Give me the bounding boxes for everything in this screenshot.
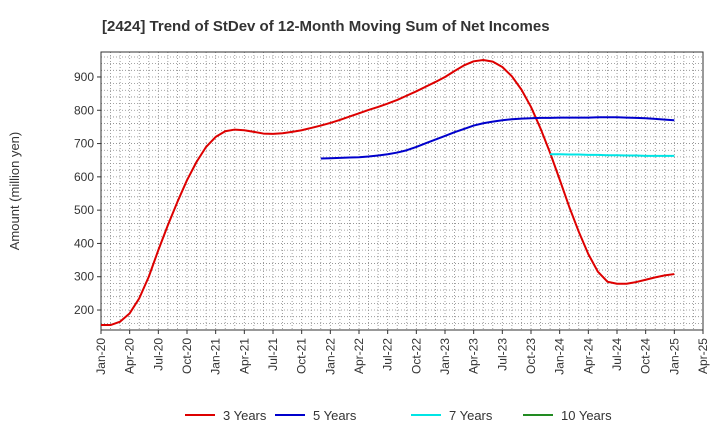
x-tick-label: Oct-20: [180, 338, 194, 374]
legend-label-7-years: 7 Years: [449, 408, 493, 423]
x-tick-label: Jul-21: [266, 338, 280, 371]
x-tick-label: Oct-24: [639, 338, 653, 374]
plot-frame: [100, 51, 704, 331]
y-tick-label: 700: [74, 137, 94, 151]
chart-title: [2424] Trend of StDev of 12-Month Moving…: [102, 18, 550, 35]
legend-label-5-years: 5 Years: [313, 408, 357, 423]
x-tick-label: Jul-22: [381, 338, 395, 371]
series-line-3-years: [101, 58, 675, 327]
y-tick-label: 800: [74, 103, 94, 117]
x-tick-label: Jan-25: [667, 338, 681, 375]
x-tick-label: Jan-22: [323, 338, 337, 375]
series-line-5-years: [320, 116, 675, 160]
x-tick-label: Apr-22: [352, 338, 366, 374]
y-tick-label: 600: [74, 170, 94, 184]
x-tick-label: Jan-21: [209, 338, 223, 375]
x-tick-label: Jul-23: [495, 338, 509, 371]
legend-label-3-years: 3 Years: [223, 408, 267, 423]
x-tick-label: Oct-21: [295, 338, 309, 374]
x-tick-label: Jul-24: [610, 338, 624, 371]
y-tick-label: 400: [74, 236, 94, 250]
x-tick-label: Oct-23: [524, 338, 538, 374]
plot-area: 200 300 400 500 600 700 800 900 Jan-20 Apr-20 Jul-…: [74, 51, 710, 375]
x-tick-label: Oct-22: [409, 338, 423, 374]
y-tick-label: 200: [74, 303, 94, 317]
x-tick-label: Jan-20: [94, 338, 108, 375]
series-line-7-years: [550, 153, 675, 157]
y-tick-label: 300: [74, 270, 94, 284]
x-tick-label: Jan-23: [438, 338, 452, 375]
x-tick-label: Apr-24: [581, 338, 595, 374]
legend: 3 Years 5 Years 7 Years 10 Years: [185, 408, 612, 423]
y-axis-label: Amount (million yen): [7, 132, 22, 251]
x-tick-label: Apr-23: [467, 338, 481, 374]
x-tick-label: Apr-21: [237, 338, 251, 374]
x-tick-label: Jan-24: [553, 338, 567, 375]
y-tick-label: 900: [74, 70, 94, 84]
y-tick-label: 500: [74, 203, 94, 217]
x-tick-label: Apr-25: [696, 338, 710, 374]
x-tick-label: Apr-20: [123, 338, 137, 374]
legend-label-10-years: 10 Years: [561, 408, 612, 423]
x-tick-label: Jul-20: [151, 338, 165, 371]
